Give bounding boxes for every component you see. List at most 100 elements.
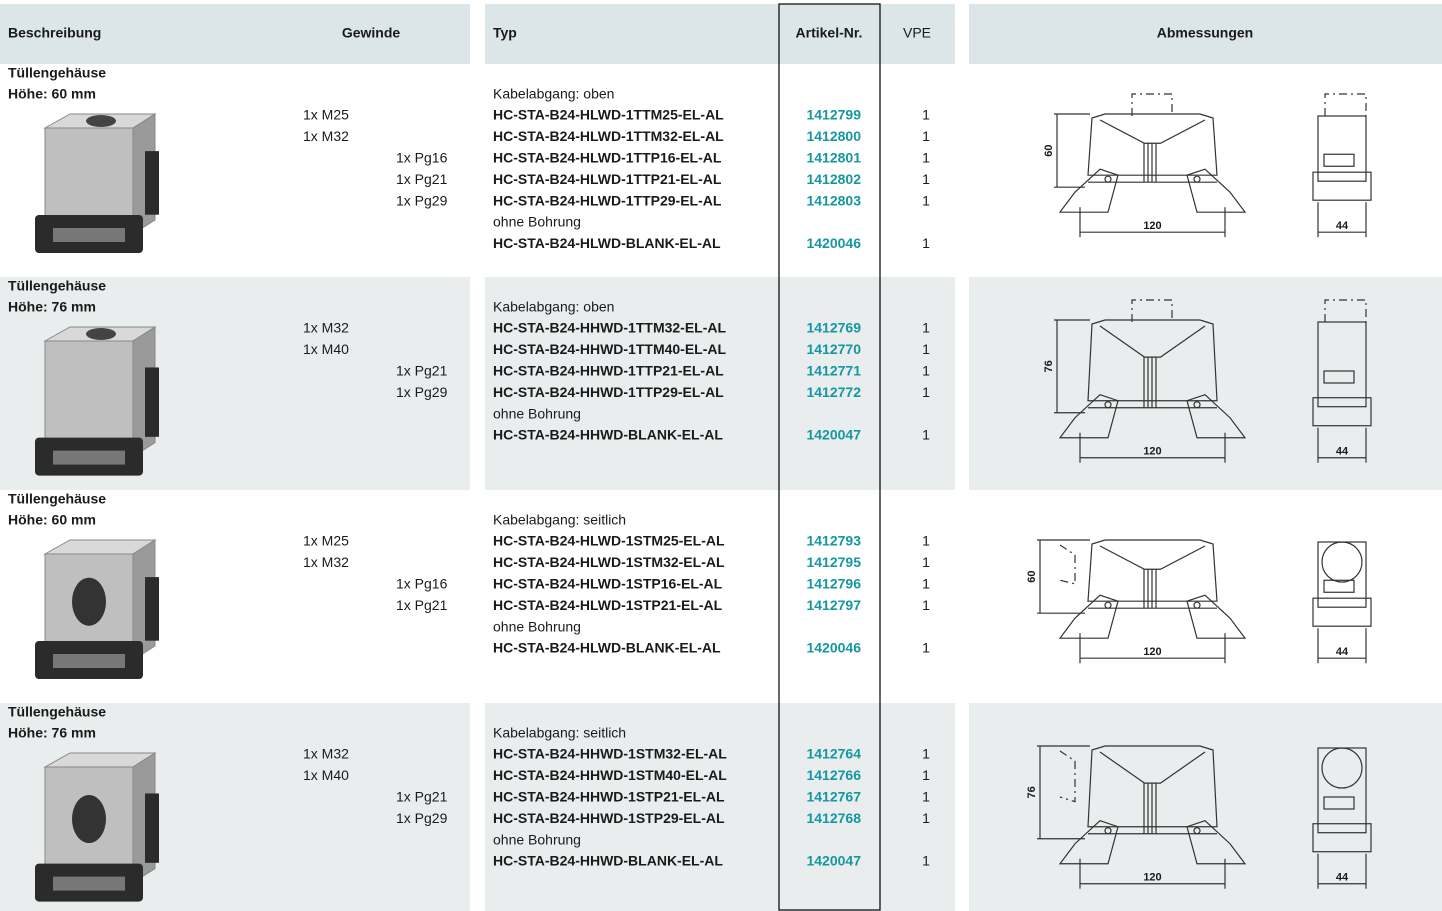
thread-pg: 1x Pg29 — [396, 192, 448, 208]
article-number: 1412769 — [806, 320, 861, 336]
article-number: 1412793 — [806, 533, 861, 549]
thread-metric: 1x M32 — [303, 554, 349, 570]
type-code: HC-STA-B24-HLWD-1STP16-EL-AL — [493, 576, 723, 592]
front-outline — [1087, 539, 1218, 602]
vpe: 1 — [922, 384, 930, 400]
type-code: HC-STA-B24-HHWD-1TTM40-EL-AL — [493, 341, 727, 357]
article-number: 1420046 — [806, 640, 861, 656]
flange-right — [1186, 594, 1247, 639]
side-window — [1323, 796, 1355, 810]
vpe: 1 — [922, 363, 930, 379]
latch-side — [145, 793, 159, 863]
latch-inner — [53, 876, 125, 891]
type-code: HC-STA-B24-HHWD-BLANK-EL-AL — [493, 853, 723, 869]
dim-width: 120 — [1143, 872, 1161, 884]
section-subtitle: Höhe: 60 mm — [8, 512, 96, 528]
article-number: 1412799 — [806, 107, 861, 123]
vpe: 1 — [922, 235, 930, 251]
type-code: HC-STA-B24-HLWD-1TTM25-EL-AL — [493, 107, 724, 123]
article-number: 1412801 — [806, 150, 861, 166]
latch-side — [145, 577, 159, 641]
latch-side — [145, 151, 159, 215]
header-vpe: VPE — [903, 25, 931, 41]
dim-depth: 44 — [1336, 220, 1349, 232]
vpe: 1 — [922, 767, 930, 783]
cable-hole — [72, 795, 106, 844]
article-number: 1412764 — [806, 746, 861, 762]
dim-height: 76 — [1026, 786, 1038, 798]
dim-width: 120 — [1143, 220, 1161, 232]
vpe: 1 — [922, 128, 930, 144]
type-code: HC-STA-B24-HHWD-BLANK-EL-AL — [493, 427, 723, 443]
row-bg — [969, 703, 1442, 911]
article-number: 1412771 — [806, 363, 861, 379]
thread-metric: 1x M32 — [303, 128, 349, 144]
section-title: Tüllengehäuse — [8, 704, 106, 720]
hole — [1193, 401, 1201, 409]
latch-side — [145, 367, 159, 437]
thread-pg: 1x Pg16 — [396, 576, 448, 592]
dim-height: 60 — [1026, 570, 1038, 582]
thread-metric: 1x M32 — [303, 746, 349, 762]
article-number: 1412802 — [806, 171, 861, 187]
article-number: 1412772 — [806, 384, 861, 400]
side-window — [1323, 370, 1355, 384]
cable-label: Kabelabgang: oben — [493, 299, 614, 315]
type-code: HC-STA-B24-HLWD-1STP21-EL-AL — [493, 597, 723, 613]
type-code: HC-STA-B24-HHWD-1STP29-EL-AL — [493, 810, 725, 826]
type-code: HC-STA-B24-HHWD-1STP21-EL-AL — [493, 789, 725, 805]
row-bg — [485, 277, 955, 490]
flange-right — [1186, 168, 1247, 213]
flange-left — [1058, 594, 1119, 639]
vpe: 1 — [922, 320, 930, 336]
vpe: 1 — [922, 107, 930, 123]
vpe: 1 — [922, 341, 930, 357]
artikel-column-frame — [778, 3, 881, 911]
type-code: HC-STA-B24-HLWD-1TTM32-EL-AL — [493, 128, 724, 144]
row-bg — [969, 277, 1442, 490]
latch-inner — [53, 228, 125, 242]
front-inner — [1099, 119, 1206, 144]
content: Tüllengehäuse Höhe: 60 mm 1x M25 1x M32 1x P… — [0, 65, 1442, 911]
header-beschreibung: Beschreibung — [8, 25, 101, 41]
product-photo — [35, 752, 159, 902]
product-photo — [35, 539, 159, 679]
latch-inner — [53, 654, 125, 668]
article-number: 1412770 — [806, 341, 861, 357]
dimension-drawing: 120 76 44 — [1026, 745, 1372, 889]
flange-right — [1186, 820, 1247, 865]
dim-width: 120 — [1143, 446, 1161, 458]
thread-pg: 1x Pg21 — [396, 789, 448, 805]
article-number: 1412800 — [806, 128, 861, 144]
dim-height: 76 — [1043, 360, 1055, 372]
hole — [1193, 827, 1201, 835]
vpe: 1 — [922, 533, 930, 549]
header-bg — [969, 4, 1442, 64]
vpe: 1 — [922, 427, 930, 443]
header-bg — [0, 4, 470, 64]
row-bg — [485, 703, 955, 911]
front-outline — [1087, 745, 1218, 828]
type-code: HC-STA-B24-HLWD-1TTP16-EL-AL — [493, 150, 722, 166]
article-number: 1412803 — [806, 192, 861, 208]
header-typ: Typ — [493, 25, 517, 41]
header-artikel: Artikel-Nr. — [796, 25, 863, 41]
vpe: 1 — [922, 640, 930, 656]
section-title: Tüllengehäuse — [8, 491, 106, 507]
flange-left — [1058, 820, 1119, 865]
side-latch — [1312, 597, 1372, 627]
vpe: 1 — [922, 576, 930, 592]
product-photo — [35, 113, 159, 253]
section-title: Tüllengehäuse — [8, 278, 106, 294]
product-photo — [35, 326, 159, 476]
dim-depth: 44 — [1336, 872, 1349, 884]
type-code: HC-STA-B24-HLWD-1TTP29-EL-AL — [493, 192, 722, 208]
side-latch — [1312, 171, 1372, 201]
cable-dashed — [1131, 93, 1173, 116]
thread-pg: 1x Pg29 — [396, 810, 448, 826]
article-number: 1420047 — [806, 427, 861, 443]
dim-depth: 44 — [1336, 646, 1349, 658]
type-code: HC-STA-B24-HLWD-1STM25-EL-AL — [493, 533, 725, 549]
type-code: HC-STA-B24-HLWD-BLANK-EL-AL — [493, 235, 721, 251]
